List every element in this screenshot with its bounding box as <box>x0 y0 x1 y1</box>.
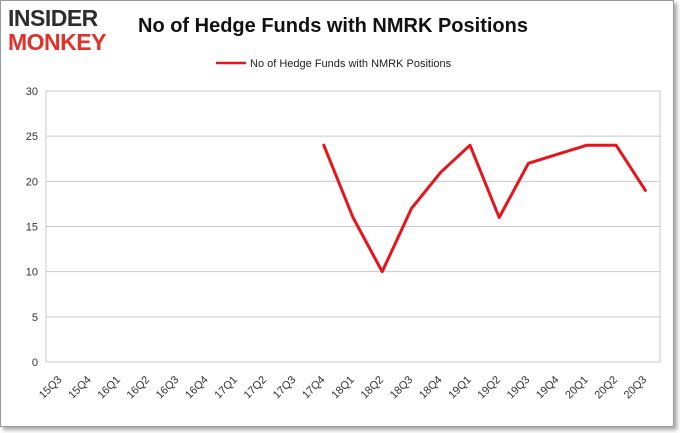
data-point-19Q3 <box>527 162 529 164</box>
x-tick-label-17Q4: 17Q4 <box>300 374 328 402</box>
y-tick-label-25: 25 <box>26 131 38 143</box>
x-tick-label-17Q3: 17Q3 <box>271 374 299 402</box>
x-tick-label-19Q3: 19Q3 <box>505 374 533 402</box>
data-point-18Q1 <box>352 216 354 218</box>
x-tick-label-18Q3: 18Q3 <box>388 374 416 402</box>
insider-monkey-logo: INSIDER MONKEY <box>8 7 106 54</box>
data-point-17Q4 <box>323 144 325 146</box>
x-tick-label-15Q3: 15Q3 <box>37 374 65 402</box>
x-tick-label-18Q4: 18Q4 <box>417 374 445 402</box>
data-point-18Q3 <box>410 207 412 209</box>
x-tick-label-16Q4: 16Q4 <box>183 374 211 402</box>
data-point-20Q3 <box>644 189 646 191</box>
y-tick-label-5: 5 <box>32 312 38 324</box>
series-line-0 <box>322 143 647 274</box>
x-tick-label-15Q4: 15Q4 <box>66 374 94 402</box>
x-tick-label-20Q3: 20Q3 <box>622 374 650 402</box>
legend-label: No of Hedge Funds with NMRK Positions <box>250 58 452 70</box>
x-tick-label-16Q1: 16Q1 <box>95 374 123 402</box>
data-point-20Q1 <box>586 144 588 146</box>
x-tick-label-19Q2: 19Q2 <box>476 374 504 402</box>
data-point-18Q2 <box>381 271 383 273</box>
y-tick-label-0: 0 <box>32 357 38 369</box>
x-tick-label-19Q1: 19Q1 <box>446 374 474 402</box>
x-tick-label-17Q2: 17Q2 <box>242 374 270 402</box>
x-tick-label-18Q1: 18Q1 <box>329 374 357 402</box>
data-point-18Q4 <box>440 171 442 173</box>
data-point-19Q2 <box>498 216 500 218</box>
data-point-19Q1 <box>469 144 471 146</box>
y-tick-label-30: 30 <box>26 86 38 98</box>
y-tick-label-15: 15 <box>26 222 38 234</box>
data-point-20Q2 <box>615 144 617 146</box>
x-tick-label-17Q1: 17Q1 <box>212 374 240 402</box>
x-tick-label-20Q1: 20Q1 <box>563 374 591 402</box>
logo-line-1: INSIDER <box>8 5 98 31</box>
y-tick-label-10: 10 <box>26 267 38 279</box>
x-tick-label-18Q2: 18Q2 <box>359 374 387 402</box>
x-tick-label-20Q2: 20Q2 <box>592 374 620 402</box>
logo-line-2: MONKEY <box>8 29 106 55</box>
y-tick-label-20: 20 <box>26 176 38 188</box>
chart-frame <box>0 0 674 427</box>
chart-title: No of Hedge Funds with NMRK Positions <box>138 15 528 37</box>
data-point-19Q4 <box>557 153 559 155</box>
x-tick-label-19Q4: 19Q4 <box>534 374 562 402</box>
x-tick-label-16Q2: 16Q2 <box>125 374 153 402</box>
x-tick-label-16Q3: 16Q3 <box>154 374 182 402</box>
